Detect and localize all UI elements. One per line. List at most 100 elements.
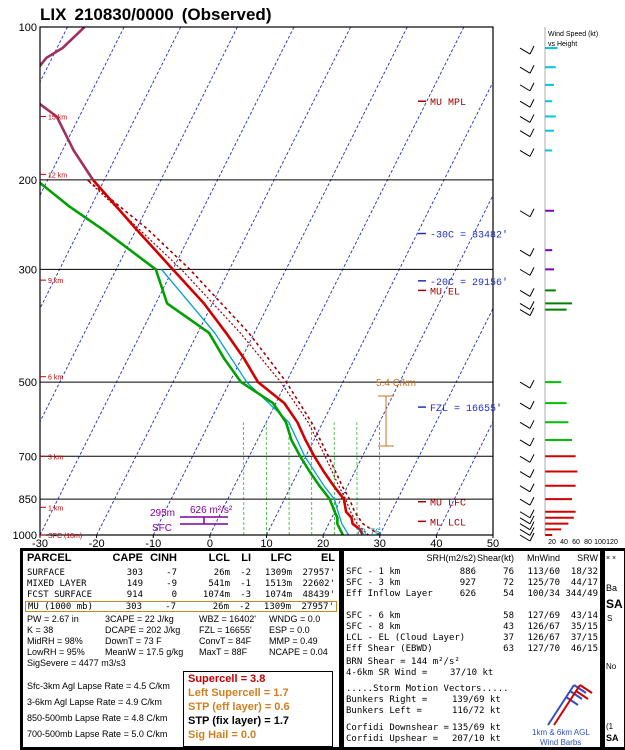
lapse-rate: Sfc-3km Agl Lapse Rate = 4.5 C/km: [27, 681, 170, 691]
bunkers-left-label: Bunkers Left =: [346, 706, 422, 716]
wind-barb-flag: [529, 496, 535, 506]
table-cell: 72: [503, 578, 514, 588]
table-row: Eff Shear (EBWD) 63 127/70 46/15: [344, 644, 600, 655]
table-cell: LCL - EL (Cloud Layer): [346, 633, 466, 643]
table-cell: -9: [166, 579, 177, 589]
level-marker-label: ML LCL: [430, 518, 466, 529]
sr-wind-label: 4-6km SR Wind =: [346, 668, 428, 678]
table-cell: 27957': [301, 602, 334, 612]
wind-barb-flag: [529, 532, 535, 542]
index-value: DownT = 73 F: [105, 636, 162, 646]
parameter-panels: PARCEL CAPE CINH LCL LI LFC EL SURFACE 303 -7 26m -…: [20, 548, 625, 750]
wind-barb: [519, 471, 531, 478]
temp-tick-label: 0: [207, 538, 213, 548]
wind-barb: [519, 439, 531, 447]
wind-barb: [519, 289, 531, 297]
wind-panel-subtitle: vs Height: [548, 41, 577, 48]
table-cell: 626: [459, 589, 476, 599]
virtual-parcel-line: [86, 179, 369, 535]
wind-barb-flag: [529, 509, 535, 518]
surface-td-value: 76: [356, 527, 366, 537]
side-text-g: SA: [606, 733, 619, 743]
pressure-tick-label: 1000: [13, 530, 37, 542]
table-cell: 76: [503, 567, 514, 577]
wind-panel-title: Wind Speed (kt): [548, 31, 598, 38]
side-text-c: SA: [606, 597, 623, 611]
level-marker-label: -20C = 29156': [430, 277, 508, 289]
wind-barb-flag: [529, 454, 535, 463]
table-cell: 63: [503, 644, 514, 654]
wind-barb-flag: [529, 208, 535, 217]
index-value: NCAPE = 0.04: [269, 647, 328, 657]
wind-barb: [519, 381, 531, 389]
table-cell: SRW: [577, 553, 598, 563]
side-text-d: S: [607, 614, 613, 623]
wind-barb-flag: [529, 288, 535, 297]
surface-t-value: 76: [370, 527, 380, 537]
lapse-rate: 3-6km Agl Lapse Rate = 4.9 C/km: [27, 697, 162, 707]
table-cell: 37/15: [570, 633, 598, 643]
table-cell: 303: [126, 568, 143, 578]
parcel-trace-line: [86, 179, 381, 535]
pressure-tick-label: 200: [19, 175, 37, 187]
wind-barb: [519, 302, 531, 310]
table-row: SFC - 8 km 43 126/67 35/15: [344, 622, 600, 633]
table-cell: 1074m: [202, 590, 230, 600]
table-row: SURFACE 303 -7 26m -2 1309m 27957': [25, 568, 337, 579]
table-cell: 1309m: [264, 568, 292, 578]
storm-motion-title: .....Storm Motion Vectors.....: [346, 684, 509, 694]
table-row: SFC - 1 km 886 76 113/60 18/32: [344, 567, 600, 578]
table-cell: 886: [459, 567, 476, 577]
wind-barb-flag: [529, 469, 535, 478]
table-cell: SFC - 1 km: [346, 567, 401, 577]
table-cell: 44/17: [570, 578, 598, 588]
lapse-rate-annotation: 5.4 C/km: [376, 378, 416, 389]
table-cell: 1074m: [264, 590, 292, 600]
parcel-panel: PARCEL CAPE CINH LCL LI LFC EL SURFACE 303 -7 26m -…: [22, 550, 340, 748]
table-cell: -3: [240, 590, 251, 600]
table-cell: 1513m: [264, 579, 292, 589]
wind-axis-tick: 120: [606, 539, 618, 546]
eff-layer-srh: 626 m²/s²: [190, 505, 233, 516]
wind-barb-flag: [529, 379, 535, 389]
wind-barb-flag: [529, 400, 535, 410]
table-cell: -7: [166, 568, 177, 578]
table-cell: 100/34: [527, 589, 560, 599]
table-cell: 46/15: [570, 644, 598, 654]
table-cell: 43/14: [570, 611, 598, 621]
bunkers-right-value: 139/69 kt: [452, 695, 501, 705]
lapse-rate: 850-500mb Lapse Rate = 4.8 C/km: [27, 713, 168, 723]
side-text-b: Ba: [606, 583, 618, 593]
table-row: SFC - 6 km 58 127/69 43/14: [344, 611, 600, 622]
index-value: FZL = 16655': [199, 625, 252, 635]
temperature-line: [92, 179, 364, 535]
eff-layer-base-label: SFC: [152, 523, 172, 534]
wind-barb-flag: [529, 128, 535, 137]
table-cell: 26m: [212, 602, 229, 612]
table-cell: SFC - 6 km: [346, 611, 401, 621]
temp-tick-label: 10: [260, 538, 272, 548]
table-cell: EL: [320, 552, 335, 564]
table-cell: 54: [503, 589, 514, 599]
temp-tick-label: 20: [317, 538, 329, 548]
wind-axis-tick: 100: [594, 539, 606, 546]
side-text-a: × ×: [606, 555, 617, 562]
table-row: MU (1000 mb) 303 -7 26m -2 1309m 27957': [25, 601, 337, 612]
dewpoint-line: [40, 181, 345, 535]
side-text-e: No: [606, 662, 617, 671]
wind-barb: [519, 455, 531, 463]
table-cell: 48439': [302, 590, 335, 600]
wind-barb-flag: [529, 247, 535, 257]
wetbulb-line: [161, 268, 350, 535]
bunkers-left-value: 116/72 kt: [452, 706, 501, 716]
wind-barb: [519, 421, 531, 429]
brn-shear: BRN Shear = 144 m²/s²: [346, 657, 460, 667]
table-cell: MIXED LAYER: [27, 579, 87, 589]
wind-axis-tick: 40: [560, 539, 568, 546]
station-title: LIX 210830/0000 (Observed): [40, 5, 271, 24]
level-marker-label: MU LFC: [430, 499, 466, 510]
pressure-tick-label: 700: [19, 451, 37, 463]
level-marker-label: -30C = 33482': [430, 230, 508, 242]
table-cell: 127/70: [527, 644, 560, 654]
side-panel: × × Ba SA S No (1 SA: [604, 550, 625, 748]
